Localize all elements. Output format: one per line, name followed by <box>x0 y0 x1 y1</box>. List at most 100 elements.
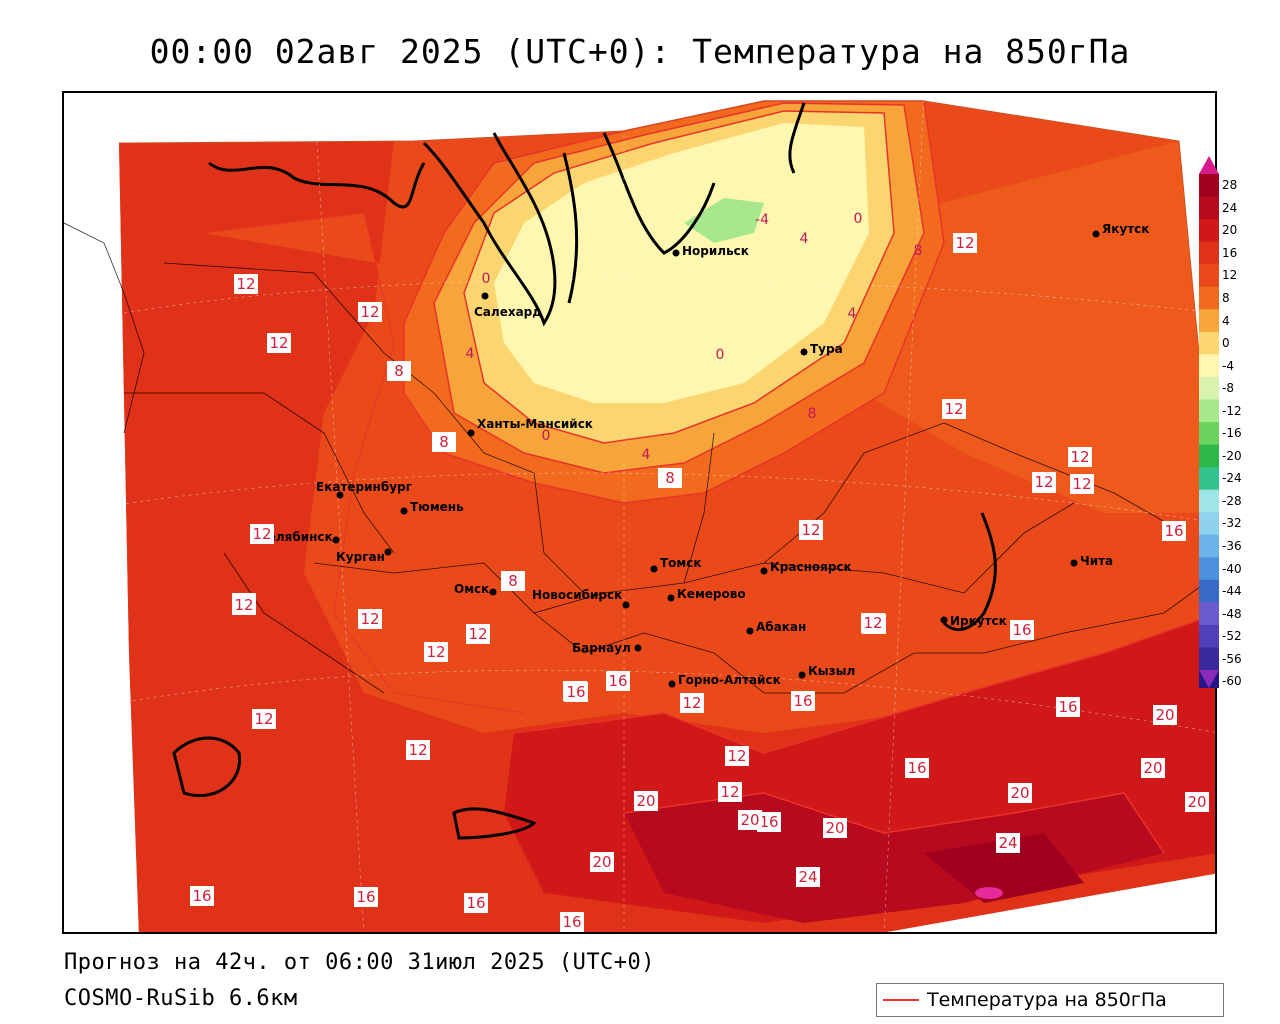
city-kyzyl[interactable]: Кызыл <box>798 664 856 679</box>
colorbar-segment <box>1199 399 1219 423</box>
colorbar-tick-label: 24 <box>1222 200 1238 215</box>
contour-label: 12 <box>267 333 291 353</box>
city-novosibirsk[interactable]: Новосибирск <box>532 588 630 609</box>
colorbar-tick-label: -48 <box>1222 606 1242 621</box>
contour-label: 16 <box>905 758 929 778</box>
coastline-north <box>788 102 806 174</box>
colorbar-segment <box>1199 331 1219 355</box>
colorbar-tick-label: 20 <box>1222 223 1238 238</box>
colorbar-segment <box>1199 309 1219 333</box>
city-label: Тура <box>810 342 843 356</box>
colorbar-tick-label: -32 <box>1222 516 1242 531</box>
border-d <box>763 422 945 564</box>
city-label: Ханты-Мансийск <box>477 417 593 431</box>
city-irkutsk[interactable]: Иркутск <box>940 614 1007 628</box>
coastline-gydan <box>562 152 579 304</box>
svg-text:16: 16 <box>759 813 778 831</box>
city-chelyabinsk[interactable]: Челябинск <box>258 530 340 544</box>
svg-text:20: 20 <box>1187 793 1206 811</box>
city-norilsk[interactable]: Норильск <box>672 244 749 258</box>
city-label: Курган <box>336 550 385 564</box>
contour-label: 16 <box>791 691 815 711</box>
svg-text:12: 12 <box>269 334 288 352</box>
city-krasnoyarsk[interactable]: Красноярск <box>760 560 852 575</box>
colorbar-tick-label: 28 <box>1222 178 1238 193</box>
city-omsk[interactable]: Омск <box>454 582 497 596</box>
isoline-label: -4 <box>755 212 769 228</box>
contour-label: 12 <box>942 399 966 419</box>
colorbar-segment <box>1199 444 1219 468</box>
city-tyumen[interactable]: Тюмень <box>400 500 465 515</box>
contour-label: 24 <box>796 867 820 887</box>
isoline-label: 4 <box>466 346 475 362</box>
city-kurgan[interactable]: Курган <box>336 548 392 565</box>
border-i <box>64 222 145 434</box>
colorbar-tick-label: -16 <box>1222 426 1242 441</box>
contour-label: 20 <box>1141 758 1165 778</box>
colorbar-tick-label: -60 <box>1222 674 1242 689</box>
contour-label: 12 <box>358 302 382 322</box>
contour-label: 8 <box>432 432 456 452</box>
contour-label: 12 <box>953 233 977 253</box>
svg-text:12: 12 <box>468 625 487 643</box>
contour-label: 16 <box>560 912 584 932</box>
colorbar-tick-label: 0 <box>1222 336 1230 351</box>
contour-label: 16 <box>1162 521 1186 541</box>
isoline-label: 0 <box>542 428 551 444</box>
contour-label: 16 <box>1056 697 1080 717</box>
colorbar-segment <box>1199 376 1219 400</box>
map-panel[interactable]: Норильск Якутск Салехард Тура Ханты-Манс… <box>62 91 1217 934</box>
svg-text:16: 16 <box>466 894 485 912</box>
city-label: Горно-Алтайск <box>678 673 781 687</box>
city-khanty-mansiysk[interactable]: Ханты-Мансийск <box>467 417 593 437</box>
colorbar-tick-label: -28 <box>1222 493 1242 508</box>
forecast-info: Прогноз на 42ч. от 06:00 31июл 2025 (UTC… <box>64 950 656 975</box>
svg-text:24: 24 <box>998 834 1017 852</box>
city-yekaterinburg[interactable]: Екатеринбург <box>316 480 412 499</box>
colorbar-tick-label: -36 <box>1222 539 1242 553</box>
temperature-field <box>119 101 1215 932</box>
contour-label: 12 <box>1032 472 1056 492</box>
city-abakan[interactable]: Абакан <box>746 620 807 635</box>
city-label: Новосибирск <box>532 588 622 602</box>
city-salekhard[interactable]: Салехард <box>474 292 542 320</box>
svg-text:8: 8 <box>394 362 404 380</box>
isoline-8 <box>403 100 945 504</box>
city-barnaul[interactable]: Барнаул <box>572 641 642 655</box>
svg-text:12: 12 <box>1072 475 1091 493</box>
lake-baikal <box>942 512 997 632</box>
isoline-label: 4 <box>848 306 857 322</box>
svg-text:20: 20 <box>592 853 611 871</box>
city-gorno-altaysk[interactable]: Горно-Алтайск <box>668 673 781 688</box>
contour-label: 20 <box>1185 792 1209 812</box>
svg-text:12: 12 <box>252 525 271 543</box>
city-label: Томск <box>660 556 702 570</box>
temperature-map: Норильск Якутск Салехард Тура Ханты-Манс… <box>64 93 1215 932</box>
map-title: 00:00 02авг 2025 (UTC+0): Температура на… <box>149 32 1131 71</box>
city-label: Чита <box>1080 554 1113 568</box>
svg-text:12: 12 <box>944 400 963 418</box>
contour-label: 12 <box>406 740 430 760</box>
svg-text:16: 16 <box>562 913 581 931</box>
city-chita[interactable]: Чита <box>1070 554 1114 568</box>
city-yakutsk[interactable]: Якутск <box>1092 222 1150 238</box>
city-tura[interactable]: Тура <box>800 342 843 356</box>
contour-label: 16 <box>606 671 630 691</box>
contour-label: 12 <box>424 642 448 662</box>
city-tomsk[interactable]: Томск <box>650 556 702 573</box>
svg-text:16: 16 <box>1012 621 1031 639</box>
colorbar-segment <box>1199 241 1219 265</box>
contour-label: 16 <box>1010 620 1034 640</box>
contour-label: 12 <box>1068 447 1092 467</box>
city-label: Красноярск <box>770 560 852 574</box>
colorbar-segment <box>1199 647 1219 671</box>
caspian-sea <box>172 736 241 798</box>
svg-text:16: 16 <box>793 692 812 710</box>
svg-text:24: 24 <box>798 868 817 886</box>
contour-label: 12 <box>250 524 274 544</box>
colorbar-tick-label: -24 <box>1222 471 1242 486</box>
lake-balkhash <box>452 807 537 840</box>
city-kemerovo[interactable]: Кемерово <box>667 587 746 602</box>
isoline-label: 4 <box>642 447 651 463</box>
svg-text:16: 16 <box>192 887 211 905</box>
